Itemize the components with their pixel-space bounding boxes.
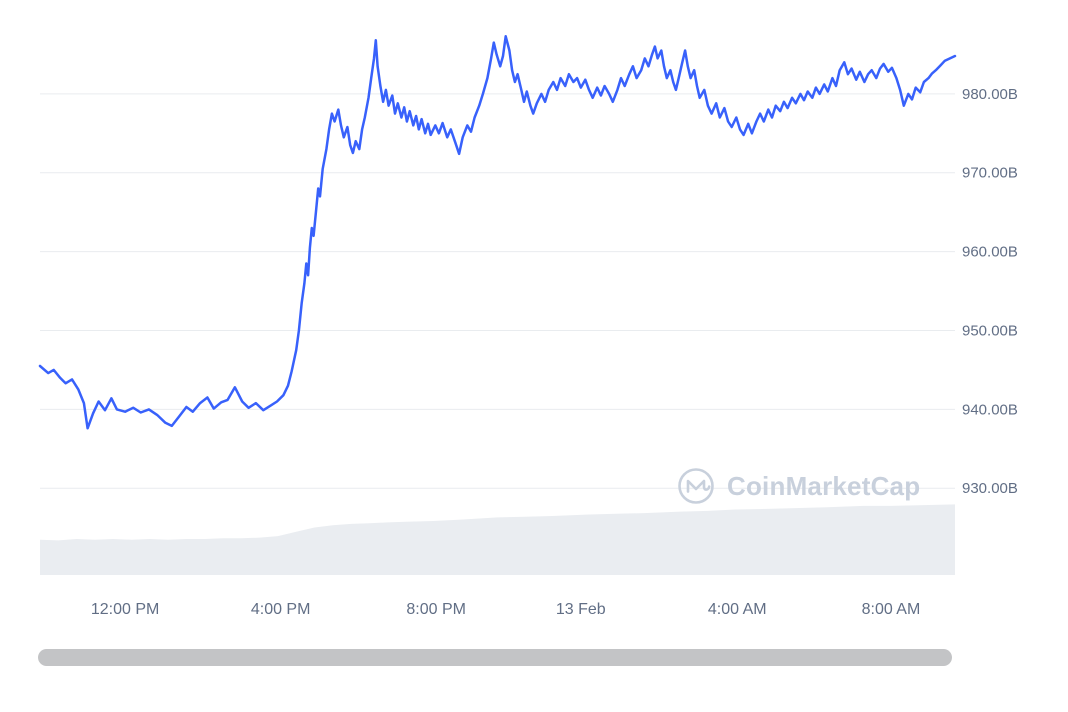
x-axis-tick-label: 12:00 PM	[91, 601, 159, 618]
chart-plot-area[interactable]: 930.00B 940.00B 950.00B 960.00B 970.00B 980.0…	[0, 0, 1068, 640]
y-axis-tick-label: 970.00B	[962, 165, 1018, 182]
volume-area	[40, 504, 955, 575]
y-axis-tick-label: 950.00B	[962, 322, 1018, 339]
x-axis-tick-label: 4:00 AM	[708, 601, 767, 618]
x-axis-tick-label: 8:00 PM	[406, 601, 466, 618]
price-line	[38, 35, 957, 430]
y-axis-tick-label: 930.00B	[962, 480, 1018, 497]
y-axis-tick-label: 940.00B	[962, 401, 1018, 418]
chart-scrollbar-handle[interactable]	[38, 649, 952, 666]
x-axis-tick-label: 13 Feb	[556, 601, 606, 618]
y-axis-tick-label: 960.00B	[962, 244, 1018, 261]
x-axis-tick-label: 8:00 AM	[862, 601, 921, 618]
x-axis-tick-label: 4:00 PM	[251, 601, 311, 618]
y-axis-tick-label: 980.00B	[962, 86, 1018, 103]
